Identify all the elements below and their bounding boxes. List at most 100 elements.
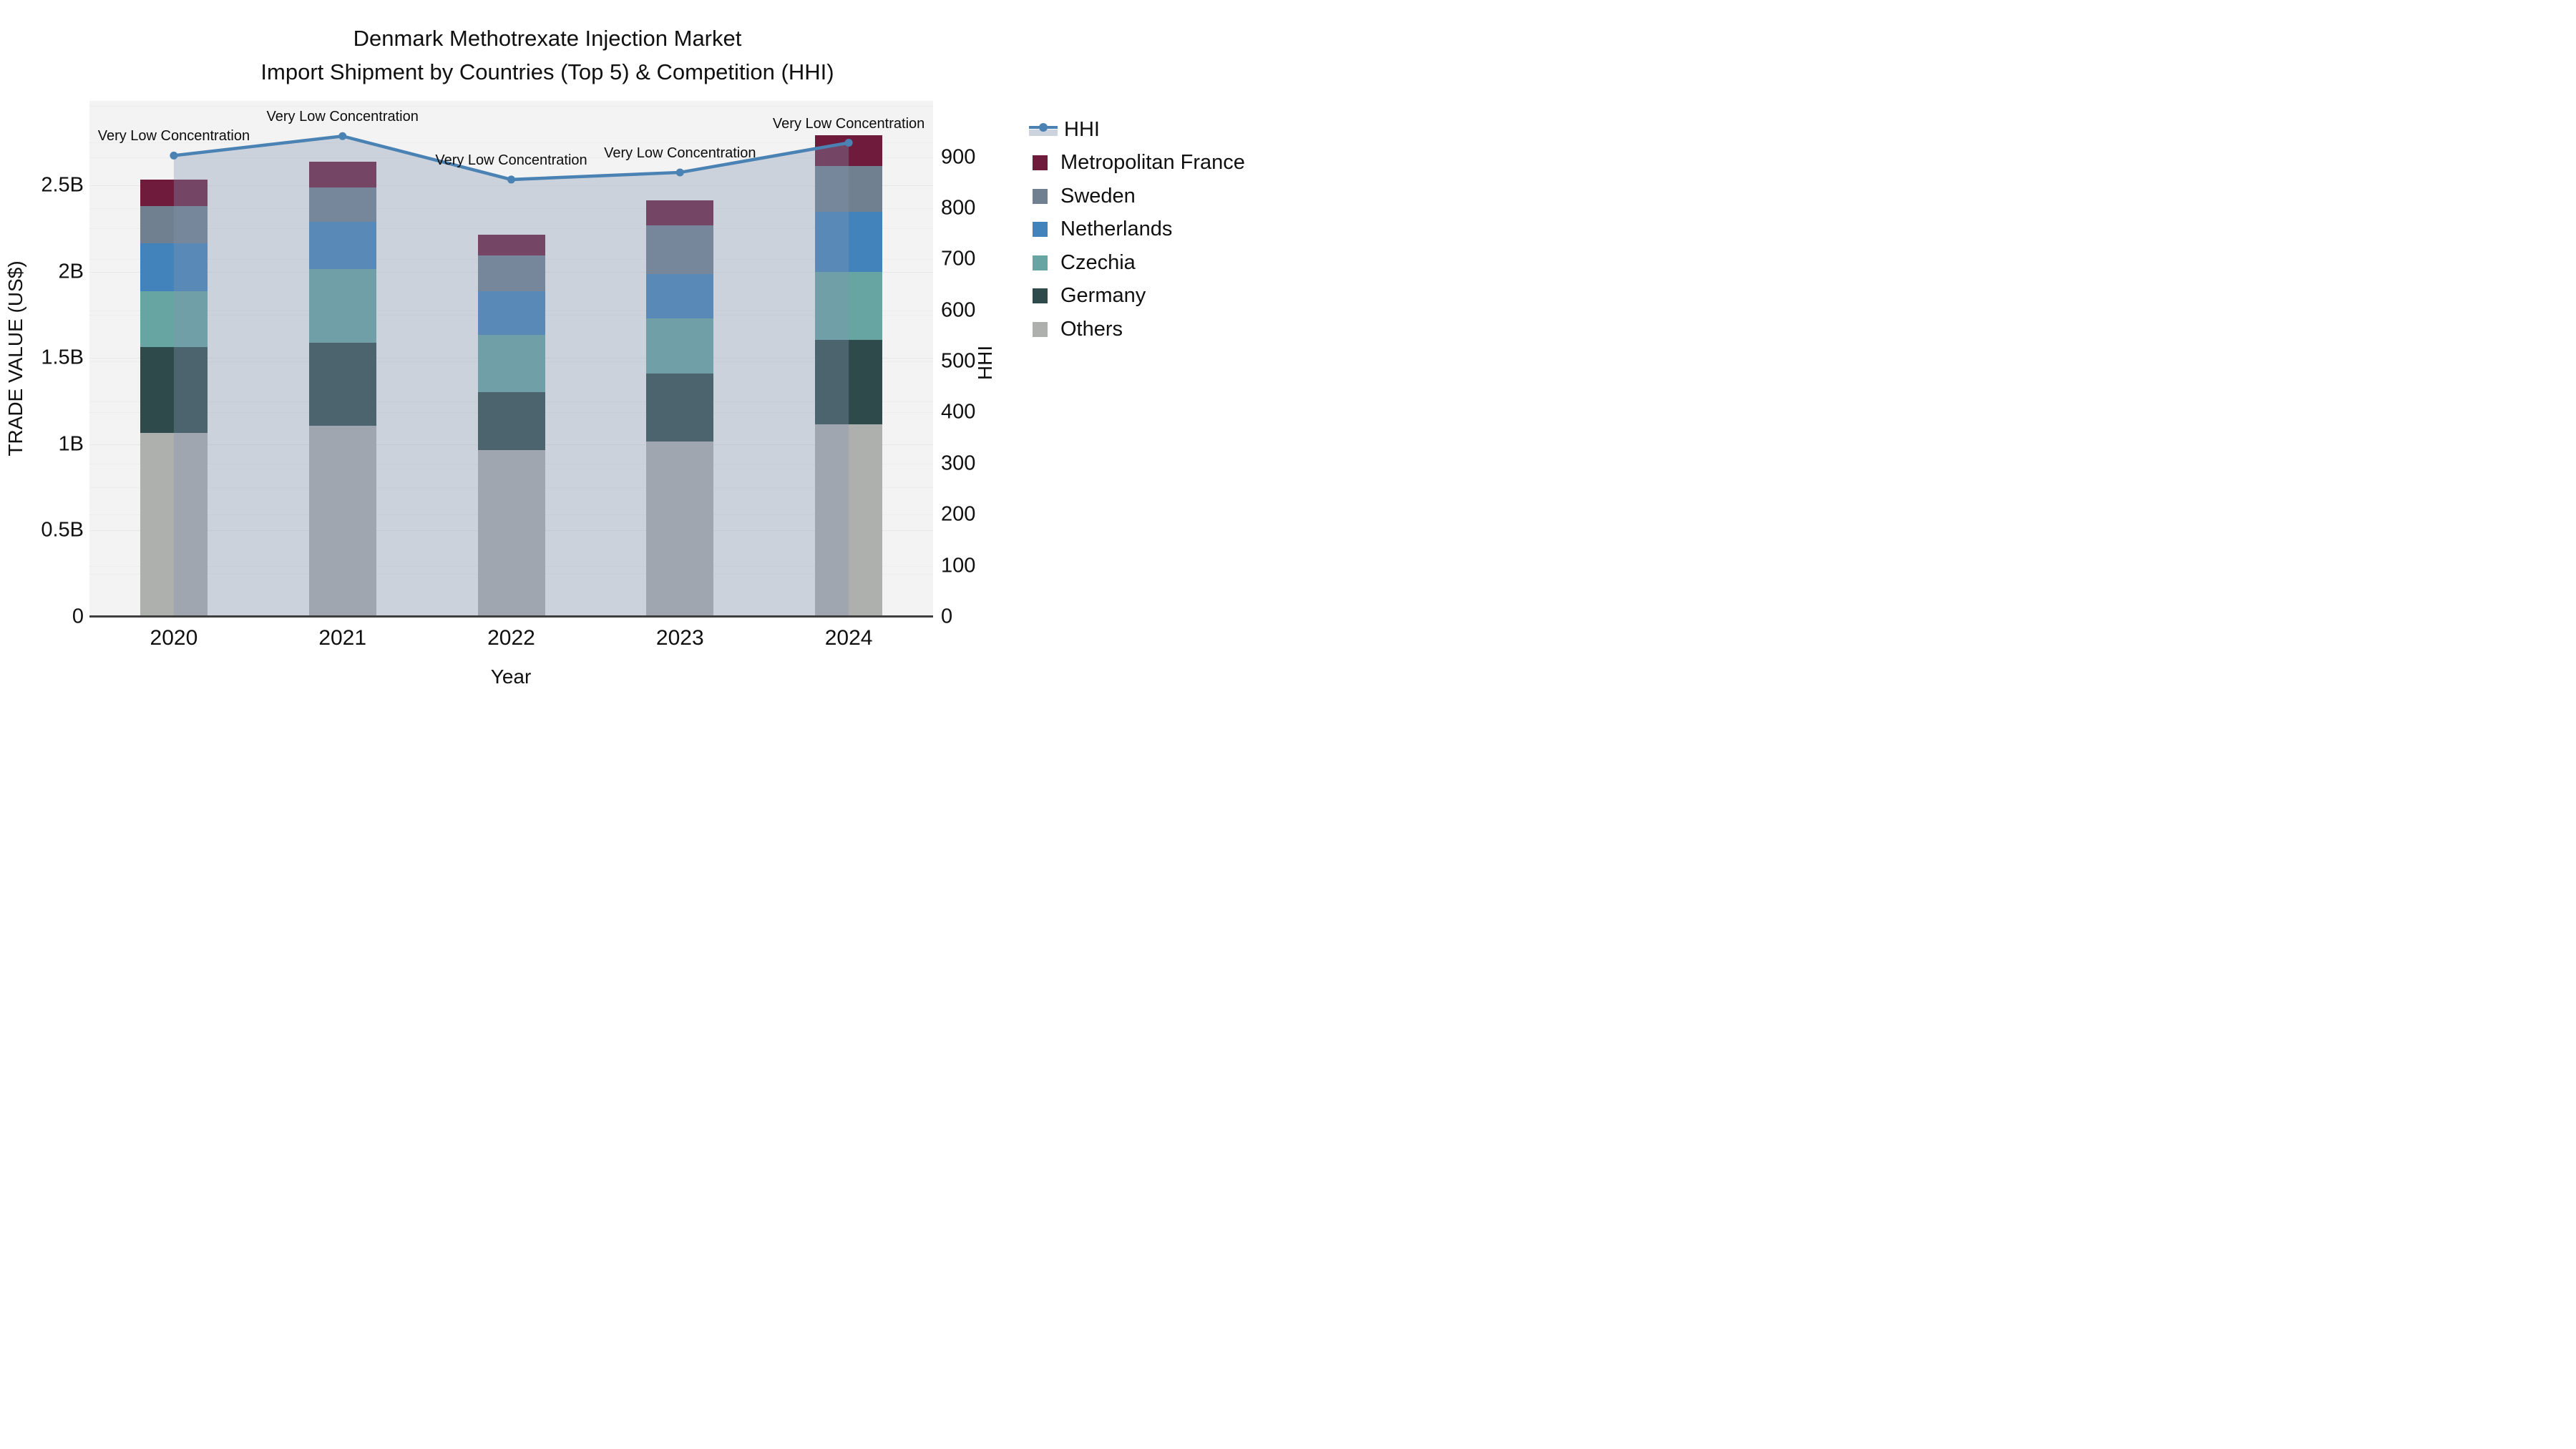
legend-swatch-metropolitan-france [1033,155,1048,170]
y-right-tick-label: 500 [941,349,976,373]
legend-swatch-netherlands [1033,222,1048,237]
hhi-area-fill [173,136,849,617]
stacked-bar-2021 [308,161,376,617]
y-left-tick-label: 2B [58,260,84,283]
legend-label: Others [1060,317,1123,341]
hhi-overlay [170,132,853,617]
x-axis-title: Year [490,665,532,688]
annotation-2020: Very Low Concentration [97,128,250,145]
y-left-tick-label: 0.5B [41,518,84,542]
bar-segment-czechia[interactable] [646,318,714,374]
gridline [89,142,933,143]
gridline-hhi [89,157,933,158]
legend-item-czechia[interactable]: Czechia [1033,250,1136,274]
legend-swatch-czechia [1033,255,1048,270]
gridline [89,185,933,187]
bar-segment-others[interactable] [646,441,714,617]
bar-segment-czechia[interactable] [477,334,545,393]
hhi-marker-2022[interactable] [507,175,515,184]
bar-segment-netherlands[interactable] [140,243,208,292]
x-tick-label-2024: 2024 [824,626,873,650]
legend-item-hhi[interactable]: HHI [1029,118,1100,141]
bar-segment-sweden[interactable] [646,225,714,275]
legend-item-germany[interactable]: Germany [1033,284,1146,307]
bar-segment-others[interactable] [140,433,208,617]
x-tick-label-2023: 2023 [655,626,704,650]
bar-segment-netherlands[interactable] [477,291,545,335]
legend-swatch-sweden [1033,188,1048,204]
bar-segment-others[interactable] [815,424,883,617]
legend-item-others[interactable]: Others [1033,317,1123,341]
y-left-tick-label: 2.5B [41,173,84,197]
legend-item-metropolitan-france[interactable]: Metropolitan France [1033,151,1245,174]
y-right-tick-label: 200 [941,502,976,526]
bar-segment-others[interactable] [308,426,376,617]
bar-segment-others[interactable] [477,450,545,617]
gridline-hhi [89,208,933,209]
legend-label: Czechia [1060,250,1136,274]
y-left-tick-label: 1.5B [41,346,84,369]
legend-swatch-others [1033,321,1048,337]
legend-label: Metropolitan France [1060,151,1245,174]
bar-segment-metropolitan-france[interactable] [308,161,376,188]
bar-segment-netherlands[interactable] [646,274,714,319]
bar-segment-sweden[interactable] [477,255,545,291]
bar-segment-germany[interactable] [815,340,883,425]
bar-segment-metropolitan-france[interactable] [477,234,545,256]
y-right-tick-label: 700 [941,247,976,270]
y-right-tick-label: 100 [941,554,976,577]
y-right-tick-label: 300 [941,452,976,475]
annotation-2024: Very Low Concentration [772,115,925,132]
bar-segment-netherlands[interactable] [308,222,376,270]
bar-segment-sweden[interactable] [815,166,883,212]
plot-area [89,101,933,617]
hhi-marker-2024[interactable] [844,139,853,147]
x-axis-line [89,615,933,618]
legend-label: Netherlands [1060,218,1173,240]
bar-segment-metropolitan-france[interactable] [140,179,208,207]
bar-segment-germany[interactable] [646,373,714,442]
legend-swatch-germany [1033,288,1048,303]
hhi-marker-2023[interactable] [675,168,684,177]
bar-segment-czechia[interactable] [308,269,376,343]
bar-segment-czechia[interactable] [815,272,883,341]
annotation-2022: Very Low Concentration [435,152,587,168]
x-tick-label-2021: 2021 [318,626,367,650]
bar-segment-netherlands[interactable] [815,211,883,273]
y-left-tick-label: 1B [58,432,84,456]
x-tick-label-2020: 2020 [150,626,198,650]
chart-title-line1: Denmark Methotrexate Injection Market [353,26,742,51]
chart-figure: Denmark Methotrexate Injection Market Im… [0,0,1288,725]
bar-segment-germany[interactable] [140,346,208,434]
legend-label: Germany [1060,284,1146,307]
legend-item-netherlands[interactable]: Netherlands [1033,218,1173,240]
y-axis-left-title: TRADE VALUE (US$) [4,260,26,457]
stacked-bar-2020 [140,179,208,617]
hhi-marker-2021[interactable] [338,132,347,140]
annotation-2021: Very Low Concentration [266,109,419,125]
bar-segment-germany[interactable] [308,343,376,426]
bar-segment-metropolitan-france[interactable] [646,200,714,225]
gridline [89,228,933,230]
y-right-tick-label: 0 [941,605,953,628]
y-right-tick-label: 900 [941,145,976,169]
y-right-tick-label: 600 [941,298,976,322]
bar-segment-sweden[interactable] [308,187,376,223]
bar-segment-sweden[interactable] [140,206,208,243]
stacked-bar-2022 [477,234,545,617]
legend-item-sweden[interactable]: Sweden [1033,184,1136,208]
hhi-marker-swatch [1039,123,1048,132]
bar-segment-germany[interactable] [477,392,545,451]
bar-segment-czechia[interactable] [140,291,208,347]
y-axis-right-title: HHI [974,345,996,381]
annotation-2023: Very Low Concentration [604,145,756,161]
chart-title-line2: Import Shipment by Countries (Top 5) & C… [260,59,834,84]
stacked-bar-2024 [815,135,883,617]
y-right-tick-label: 400 [941,400,976,424]
x-tick-label-2022: 2022 [487,626,535,650]
legend-label: Sweden [1060,184,1136,208]
stacked-bar-2023 [646,200,714,617]
hhi-marker-2020[interactable] [170,151,178,160]
gridline-hhi [89,106,933,107]
hhi-legend-symbol [1029,120,1058,139]
